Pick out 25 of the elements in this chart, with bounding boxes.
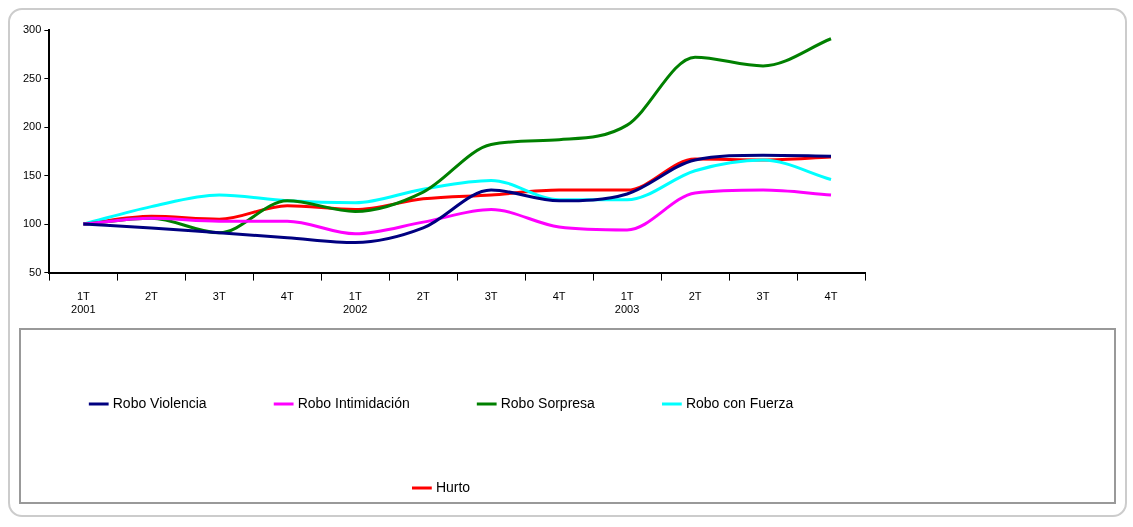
- x-tick-label: 2T: [688, 290, 702, 303]
- y-tick-label: 50: [29, 265, 42, 278]
- x-tick-label: 1T 2001: [71, 290, 96, 316]
- x-tick-label: 4T: [824, 290, 838, 303]
- x-tick-label: 4T: [552, 290, 566, 303]
- legend-label: Hurto: [435, 478, 471, 495]
- x-tick-label: 3T: [212, 290, 226, 303]
- x-tick-label: 3T: [756, 290, 770, 303]
- y-tick-label: 300: [22, 23, 42, 36]
- x-tick-label: 1T 2003: [614, 290, 640, 316]
- y-tick-label: 250: [22, 71, 42, 84]
- x-tick-label: 2T: [144, 290, 158, 303]
- x-tick-label: 2T: [416, 290, 430, 303]
- y-tick-label: 150: [22, 168, 42, 181]
- legend-label: Robo Violencia: [112, 394, 207, 411]
- legend-label: Robo con Fuerza: [685, 394, 794, 411]
- line-series: [81, 153, 833, 245]
- y-tick-label: 200: [22, 120, 42, 133]
- x-tick-label: 3T: [484, 290, 498, 303]
- y-tick-label: 100: [22, 217, 42, 230]
- legend-label: Robo Intimidación: [297, 394, 410, 411]
- x-tick-label: 4T: [280, 290, 294, 303]
- x-tick-label: 1T 2002: [342, 290, 368, 316]
- line-series: [81, 188, 833, 236]
- legend-label: Robo Sorpresa: [500, 394, 596, 411]
